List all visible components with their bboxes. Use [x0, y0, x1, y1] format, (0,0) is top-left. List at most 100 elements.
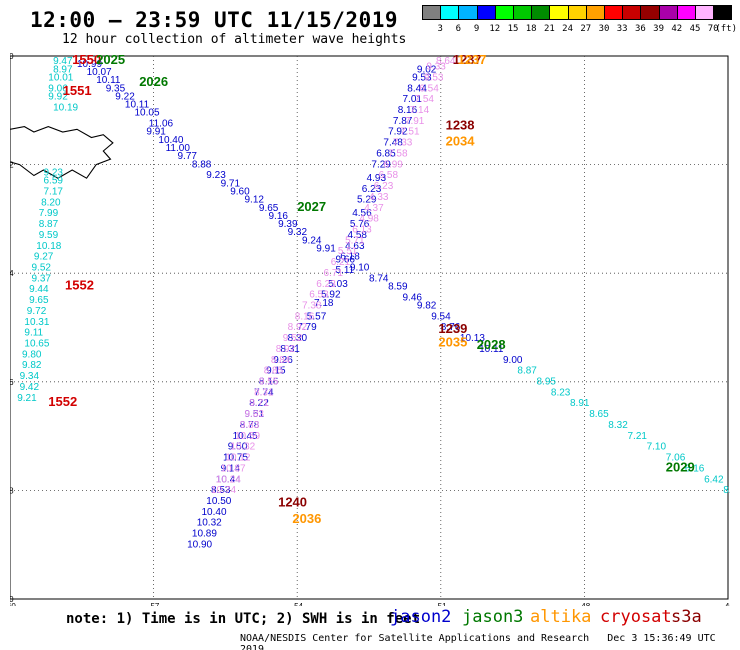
wave-height-value: 11.00 [166, 143, 191, 154]
wave-height-value: 9.47 [53, 56, 73, 67]
satellite-name: jason3 [462, 607, 524, 627]
map-subtitle: 12 hour collection of altimeter wave hei… [62, 32, 407, 47]
pass-time-label: 2035 [438, 335, 467, 350]
wave-height-value: 8.87 [39, 219, 59, 230]
wave-height-value: 9.83 [245, 409, 265, 420]
satellite-name: altika [530, 607, 592, 627]
wave-height-value: 9.52 [283, 333, 303, 344]
legend-label: 3 [437, 24, 443, 34]
wave-height-value: 7.01 [403, 94, 423, 105]
wave-height-value: 10.75 [223, 453, 248, 464]
wave-height-value: 9.65 [259, 203, 279, 214]
lat-tick-label: -50 [10, 52, 14, 61]
wave-height-value: 4.63 [345, 241, 365, 252]
pass-time-label: 2028 [477, 337, 506, 352]
wave-height-value: 5.71 [345, 235, 365, 246]
wave-height-value: 9.59 [39, 230, 59, 241]
wave-height-value: 9.10 [350, 263, 370, 274]
wave-height-value: 10.89 [192, 529, 217, 540]
lon-tick-label: -60 [10, 602, 16, 606]
wave-height-value: 9.02 [417, 64, 437, 75]
wave-height-value: 7.14 [410, 105, 430, 116]
legend-label: 33 [616, 24, 628, 34]
lat-tick-label: -58 [10, 486, 14, 495]
legend-label: 9 [473, 24, 480, 34]
wave-height-value: 9.82 [417, 301, 437, 312]
wave-height-value: 7.58 [388, 149, 408, 160]
wave-height-value: 8.92 [276, 344, 296, 355]
lat-tick-label: -52 [10, 161, 14, 170]
legend-swatch [713, 5, 733, 20]
wave-height-value: 9.83 [240, 420, 260, 431]
wave-height-value: 8.31 [254, 387, 274, 398]
wave-height-value: 10.50 [206, 496, 231, 507]
wave-height-value: 8.92 [288, 322, 308, 333]
wave-height-value: 7.17 [44, 187, 64, 198]
wave-height-value: 9.24 [302, 235, 322, 246]
legend-swatch [476, 5, 496, 20]
wave-height-value: 6.16 [685, 463, 705, 474]
wave-height-value: 6.23 [362, 184, 382, 195]
wave-height-value: 7.79 [297, 322, 317, 333]
wave-height-value: 6.59 [44, 176, 64, 187]
legend-swatch [622, 5, 642, 20]
pass-time-label: 2026 [139, 74, 168, 89]
wave-height-value: 10.01 [48, 72, 73, 83]
wave-height-value: 10.65 [24, 339, 49, 350]
legend-swatch [531, 5, 551, 20]
wave-height-value: 6.23 [316, 279, 336, 290]
wave-height-value: 8.95 [537, 377, 557, 388]
wave-height-value: 9.39 [278, 219, 298, 230]
credit-line: NOAA/NESDIS Center for Satellite Applica… [240, 633, 740, 650]
wave-height-value: 6.13 [352, 225, 372, 236]
wave-height-value: 9.82 [22, 360, 42, 371]
lat-tick-label: -60 [10, 595, 14, 604]
wave-height-value: 9.15 [266, 366, 286, 377]
wave-height-value: 9.16 [269, 211, 289, 222]
legend-label: 18 [525, 24, 537, 34]
wave-height-value: 7.87 [393, 116, 413, 127]
satellite-name: jason2 [390, 607, 452, 627]
wave-height-value: 10.07 [87, 67, 112, 78]
wave-height-value: 8.91 [570, 398, 590, 409]
wave-height-value: 9.55 [259, 377, 279, 388]
wave-height-value: 8.88 [192, 159, 212, 170]
wave-height-value: 6.71 [324, 268, 344, 279]
wave-height-value: 8.32 [608, 420, 628, 431]
wave-height-value: 10.18 [36, 241, 61, 252]
lat-tick-label: -54 [10, 269, 14, 278]
wave-height-value: 5.92 [321, 290, 341, 301]
wave-height-value: 6.21 [331, 257, 351, 268]
wave-height-value: 8.20 [41, 197, 61, 208]
wave-height-value: 9.51 [245, 409, 265, 420]
wave-height-value: 8.07 [723, 485, 730, 496]
wave-height-value: 10.99 [77, 59, 102, 70]
wave-height-value: 9.52 [32, 263, 52, 274]
legend-unit: (ft) [715, 24, 738, 34]
wave-height-value: 6.99 [383, 159, 403, 170]
pass-time-label: 2029 [666, 459, 695, 474]
legend-swatch [640, 5, 660, 20]
pass-time-label: 1550 [72, 52, 101, 67]
satellite-name: s3a [671, 607, 702, 627]
legend-label: 39 [653, 24, 665, 34]
wave-height-value: 10.32 [197, 518, 222, 529]
pass-time-label: 2036 [292, 511, 321, 526]
wave-height-value: 8.64 [436, 56, 456, 67]
wave-height-value: 8.30 [288, 333, 308, 344]
lon-tick-label: -54 [291, 602, 303, 606]
wave-height-value: 8.16 [398, 105, 418, 116]
wave-height-value: 7.18 [314, 298, 334, 309]
wave-height-value: 9.46 [403, 292, 423, 303]
wave-height-value: 4.56 [352, 208, 372, 219]
wave-height-value: 9.50 [228, 442, 248, 453]
wave-height-value: 8.31 [280, 344, 300, 355]
wave-height-value: 9.32 [288, 227, 308, 238]
wave-height-value: 5.57 [307, 311, 327, 322]
legend-swatch [658, 5, 678, 20]
wave-height-value: 8.85 [264, 366, 284, 377]
legend-swatch [604, 5, 624, 20]
wave-height-value: 9.35 [106, 83, 126, 94]
wave-height-value: 9.80 [22, 349, 42, 360]
wave-height-value: 9.71 [221, 178, 241, 189]
